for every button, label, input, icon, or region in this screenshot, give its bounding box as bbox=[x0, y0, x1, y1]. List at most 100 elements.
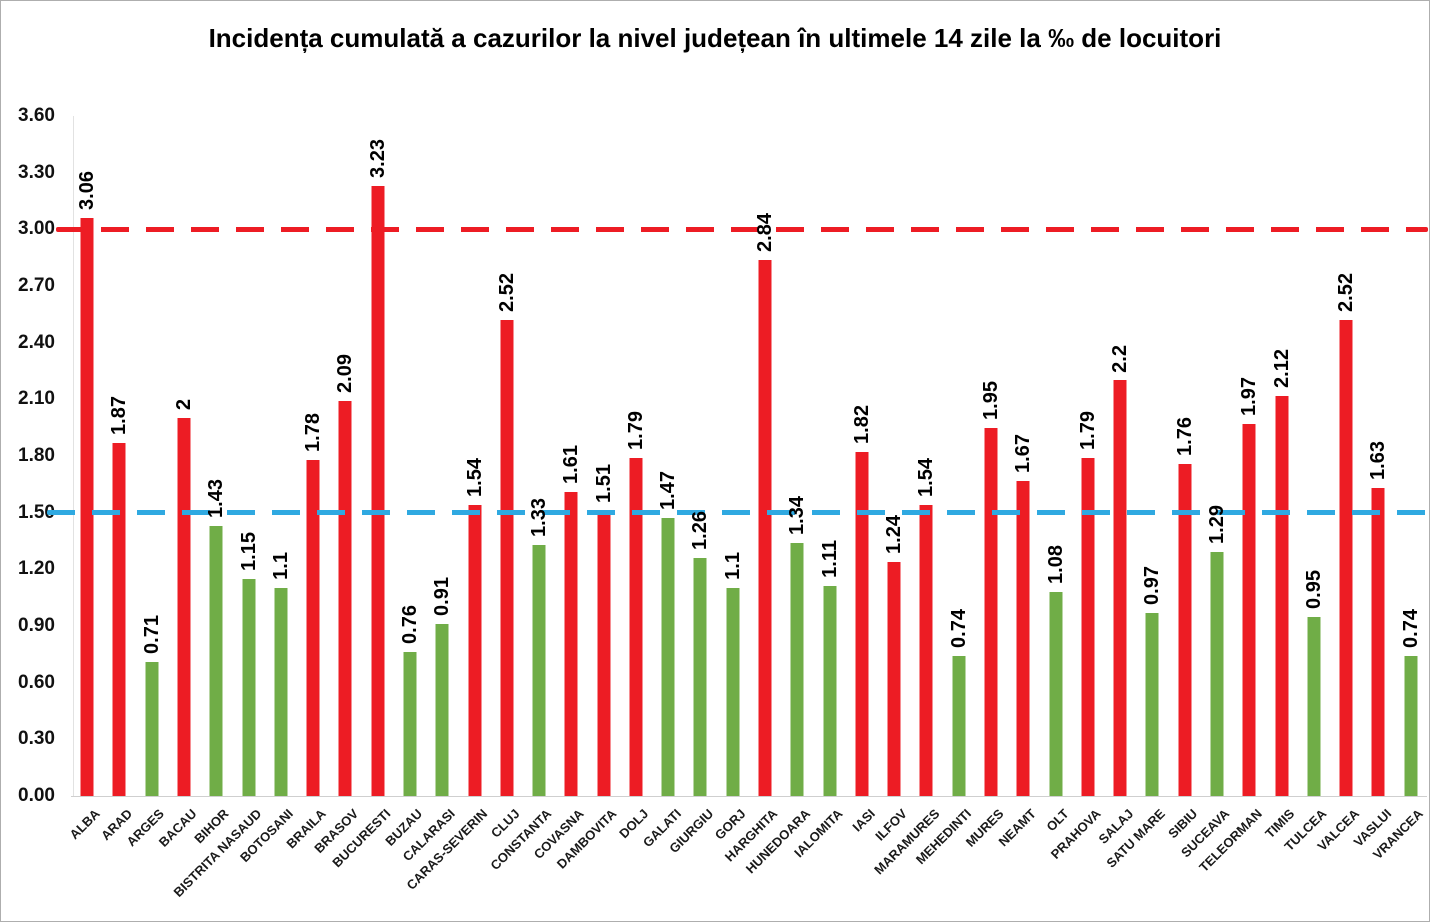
bar-slot: 1.79 DOLJ bbox=[616, 116, 652, 841]
bar-gorj bbox=[726, 588, 740, 796]
bar-braila bbox=[306, 459, 320, 796]
bar-alba bbox=[80, 218, 94, 796]
bar-arges bbox=[145, 661, 159, 796]
bar-maramures bbox=[919, 505, 933, 796]
bar-ilfov bbox=[887, 561, 901, 796]
bar-value-label: 1.78 bbox=[302, 412, 325, 452]
bar-vaslui bbox=[1371, 488, 1385, 796]
x-axis-line bbox=[71, 796, 1427, 797]
bar-slot: 1.33 CONSTANTA bbox=[488, 116, 555, 873]
bar-slot: 2.84 HARGHITA bbox=[722, 116, 781, 865]
bar-value-label: 1.1 bbox=[721, 552, 744, 581]
bar-bihor bbox=[209, 525, 223, 796]
bar-slot: 1.24 ILFOV bbox=[872, 116, 910, 844]
bar-slot: 1.15 BISTRITA NASAUD bbox=[170, 116, 264, 900]
bar-sibiu bbox=[1178, 463, 1192, 796]
x-axis-label: OLT bbox=[1042, 806, 1072, 835]
y-tick-label: 1.80 bbox=[18, 445, 55, 466]
bar-slot: 1.34 HUNEDOARA bbox=[743, 116, 813, 876]
bar-slot: 1.63 VASLUI bbox=[1350, 116, 1394, 849]
y-tick-label: 1.50 bbox=[18, 501, 55, 523]
bar-value-label: 1.29 bbox=[1205, 505, 1228, 545]
bar-value-label: 0.97 bbox=[1141, 565, 1164, 605]
bar-slot: 1.47 GALATI bbox=[640, 116, 684, 850]
bar-slot: 1.54 CARAS-SEVERIN bbox=[403, 116, 490, 893]
bar-value-label: 0.74 bbox=[1399, 609, 1422, 649]
bar-value-label: 1.08 bbox=[1044, 545, 1067, 584]
bar-hunedoara bbox=[790, 542, 804, 796]
bar-value-label: 1.26 bbox=[689, 511, 712, 550]
y-tick-label: 2.40 bbox=[18, 331, 55, 353]
reference-line-1.50 bbox=[47, 510, 1428, 516]
bar-slot: 2.12 TIMIS bbox=[1262, 116, 1297, 841]
bar-slot: 0.74 VRANCEA bbox=[1370, 116, 1427, 862]
reference-line-3.00 bbox=[56, 226, 1428, 232]
bar-value-label: 2.2 bbox=[1109, 344, 1132, 373]
y-tick-label: 2.70 bbox=[18, 275, 55, 296]
bar-value-label: 1.1 bbox=[269, 552, 292, 581]
plot-area: 3.06 ALBA 1.87 ARAD 0.71 ARGES 2 BACAU 1.43 BIHOR… bbox=[67, 116, 1427, 900]
bar-slot: 1.79 PRAHOVA bbox=[1048, 116, 1104, 862]
bar-value-label: 1.97 bbox=[1238, 376, 1261, 416]
bar-caras-severin bbox=[468, 505, 482, 796]
bar-buzau bbox=[403, 652, 417, 796]
bar-value-label: 2.09 bbox=[334, 354, 357, 394]
bar-value-label: 0.74 bbox=[947, 609, 970, 649]
bar-value-label: 1.54 bbox=[915, 458, 938, 498]
bar-olt bbox=[1049, 592, 1063, 796]
bar-bistrita-nasaud bbox=[242, 578, 256, 796]
bar-value-label: 0.76 bbox=[398, 605, 421, 645]
bar-slot: 1.54 MARAMURES bbox=[871, 116, 942, 877]
bar-value-label: 2 bbox=[172, 399, 195, 411]
bar-value-label: 1.82 bbox=[850, 405, 873, 445]
bar-mehedinti bbox=[952, 656, 966, 796]
chart-title: Incidența cumulată a cazurilor la nivel … bbox=[208, 23, 1222, 53]
bar-valcea bbox=[1339, 320, 1353, 796]
bar-value-label: 3.06 bbox=[76, 171, 99, 210]
bar-value-label: 3.23 bbox=[366, 138, 389, 178]
bar-galati bbox=[661, 518, 675, 796]
y-tick-label: 0.60 bbox=[18, 671, 55, 693]
bar-slot: 0.95 TULCEA bbox=[1282, 116, 1330, 854]
bar-value-label: 1.33 bbox=[528, 497, 551, 537]
bar-slot: 1.11 IALOMITA bbox=[791, 116, 845, 860]
y-axis-line bbox=[73, 116, 74, 796]
bar-covasna bbox=[564, 491, 578, 796]
bars-container: 3.06 ALBA 1.87 ARAD 0.71 ARGES 2 BACAU 1.43 BIHOR… bbox=[67, 116, 1427, 900]
bar-ialomita bbox=[823, 586, 837, 796]
bar-bucuresti bbox=[371, 185, 385, 796]
bar-teleorman bbox=[1242, 423, 1256, 796]
bar-slot: 1.1 GORJ bbox=[712, 116, 749, 842]
bar-value-label: 1.24 bbox=[883, 514, 906, 554]
bar-dolj bbox=[629, 457, 643, 796]
bar-slot: 3.23 BUCURESTI bbox=[329, 116, 394, 870]
bar-value-label: 1.43 bbox=[205, 478, 228, 518]
bar-slot: 1.51 DAMBOVITA bbox=[554, 116, 620, 872]
bar-value-label: 1.51 bbox=[592, 463, 615, 503]
bar-slot: 1.43 BIHOR bbox=[192, 116, 232, 846]
bar-value-label: 1.15 bbox=[237, 531, 260, 571]
bar-vrancea bbox=[1404, 656, 1418, 796]
bar-value-label: 2.84 bbox=[754, 212, 777, 252]
bar-slot: 1.95 MURES bbox=[963, 116, 1007, 850]
bar-slot: 1.67 NEAMT bbox=[996, 116, 1039, 850]
bar-value-label: 0.91 bbox=[431, 577, 454, 617]
bar-slot: 3.06 ALBA bbox=[67, 116, 103, 842]
y-tick-label: 3.60 bbox=[18, 105, 55, 126]
bar-arad bbox=[112, 442, 126, 796]
bar-slot: 0.76 BUZAU bbox=[383, 116, 426, 848]
bar-slot: 1.08 OLT bbox=[1039, 116, 1071, 834]
bar-slot: 0.91 CALARASI bbox=[400, 116, 458, 864]
bar-value-label: 1.54 bbox=[463, 458, 486, 498]
bar-value-label: 1.34 bbox=[786, 495, 809, 535]
bar-value-label: 1.95 bbox=[980, 380, 1003, 420]
bar-tulcea bbox=[1307, 616, 1321, 796]
bar-value-label: 1.63 bbox=[1367, 441, 1390, 481]
bar-bacau bbox=[177, 418, 191, 796]
bar-value-label: 1.79 bbox=[1076, 410, 1099, 450]
bar-harghita bbox=[758, 259, 772, 796]
bar-slot: 2.2 SALAJ bbox=[1095, 116, 1136, 847]
bar-brasov bbox=[338, 401, 352, 796]
bar-value-label: 1.87 bbox=[108, 395, 131, 435]
